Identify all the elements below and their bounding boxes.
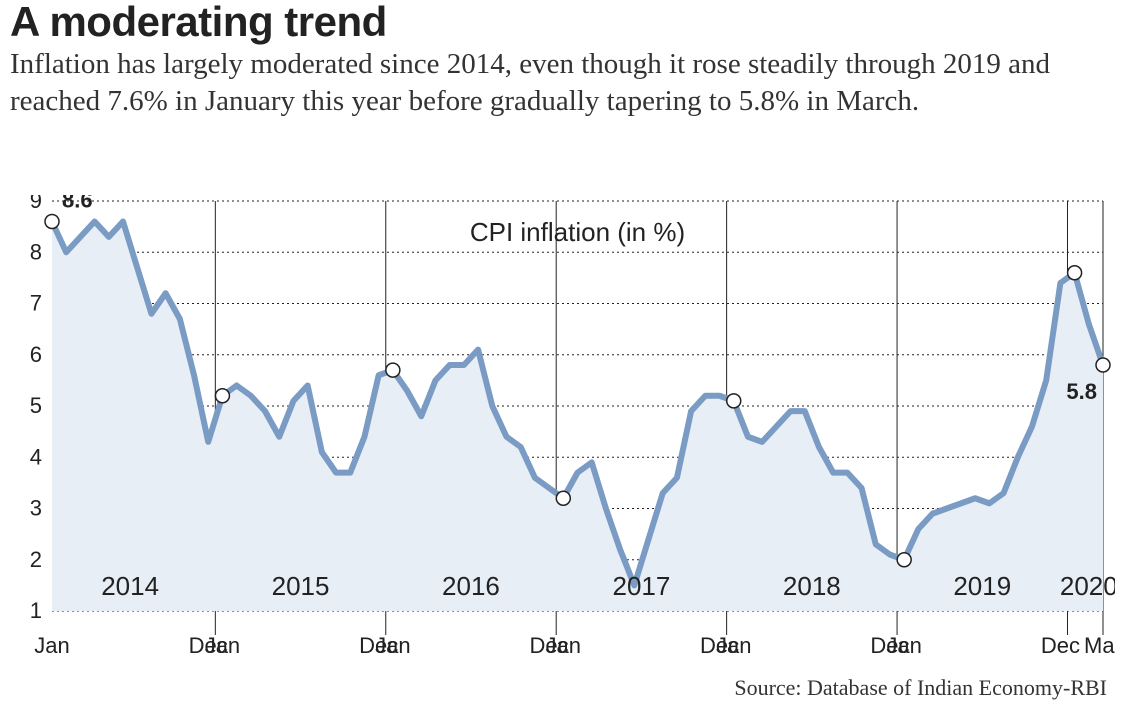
chart-area: 1234567898.65.8JanDecJanDecJanDecJanDecJ… (10, 195, 1115, 677)
svg-text:8: 8 (30, 239, 42, 264)
svg-text:7: 7 (30, 291, 42, 316)
svg-text:8.6: 8.6 (62, 195, 93, 213)
svg-text:6: 6 (30, 342, 42, 367)
svg-text:5.8: 5.8 (1066, 379, 1097, 404)
svg-text:Jan: Jan (886, 633, 921, 658)
svg-text:1: 1 (30, 598, 42, 623)
svg-text:Jan: Jan (546, 633, 581, 658)
line-chart-svg: 1234567898.65.8JanDecJanDecJanDecJanDecJ… (10, 195, 1115, 677)
svg-text:Mar: Mar (1084, 633, 1115, 658)
chart-title: A moderating trend (10, 0, 1115, 44)
svg-text:2016: 2016 (442, 571, 500, 601)
svg-text:9: 9 (30, 195, 42, 213)
svg-text:2020: 2020 (1060, 571, 1115, 601)
chart-subtitle: Inflation has largely moderated since 20… (10, 46, 1090, 120)
svg-text:Jan: Jan (34, 633, 69, 658)
svg-text:2014: 2014 (101, 571, 159, 601)
svg-text:2017: 2017 (612, 571, 670, 601)
svg-text:Dec: Dec (1041, 633, 1080, 658)
svg-text:Jan: Jan (716, 633, 751, 658)
svg-text:2018: 2018 (783, 571, 841, 601)
svg-text:2019: 2019 (953, 571, 1011, 601)
svg-text:5: 5 (30, 393, 42, 418)
svg-text:CPI inflation (in %): CPI inflation (in %) (470, 217, 685, 247)
svg-text:3: 3 (30, 496, 42, 521)
svg-text:Jan: Jan (205, 633, 240, 658)
svg-text:2015: 2015 (272, 571, 330, 601)
svg-text:4: 4 (30, 444, 42, 469)
svg-text:Jan: Jan (375, 633, 410, 658)
chart-source: Source: Database of Indian Economy-RBI (734, 675, 1107, 701)
svg-text:2: 2 (30, 547, 42, 572)
